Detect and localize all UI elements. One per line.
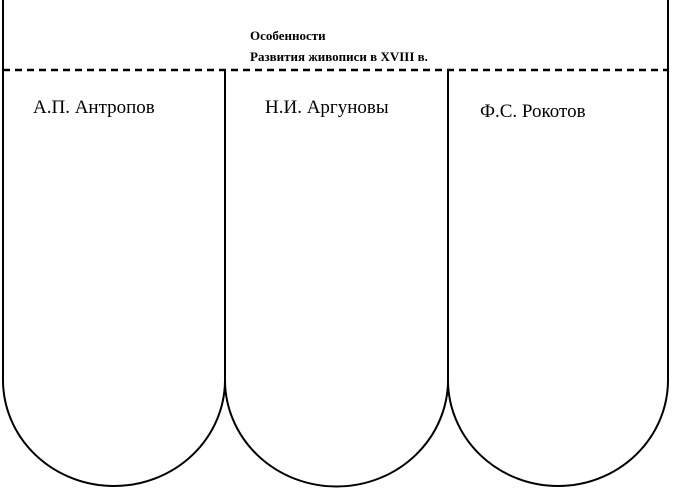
header-line: Особенности <box>250 28 326 43</box>
column-label: А.П. Антропов <box>33 97 155 118</box>
column-shape <box>224 70 449 488</box>
column-shape <box>447 70 669 487</box>
header-line: Развития живописи в XVIII в. <box>250 49 428 64</box>
column-shape <box>1 0 226 487</box>
column-label: Н.И. Аргуновы <box>265 97 389 118</box>
column-label: Ф.С. Рокотов <box>480 101 586 122</box>
